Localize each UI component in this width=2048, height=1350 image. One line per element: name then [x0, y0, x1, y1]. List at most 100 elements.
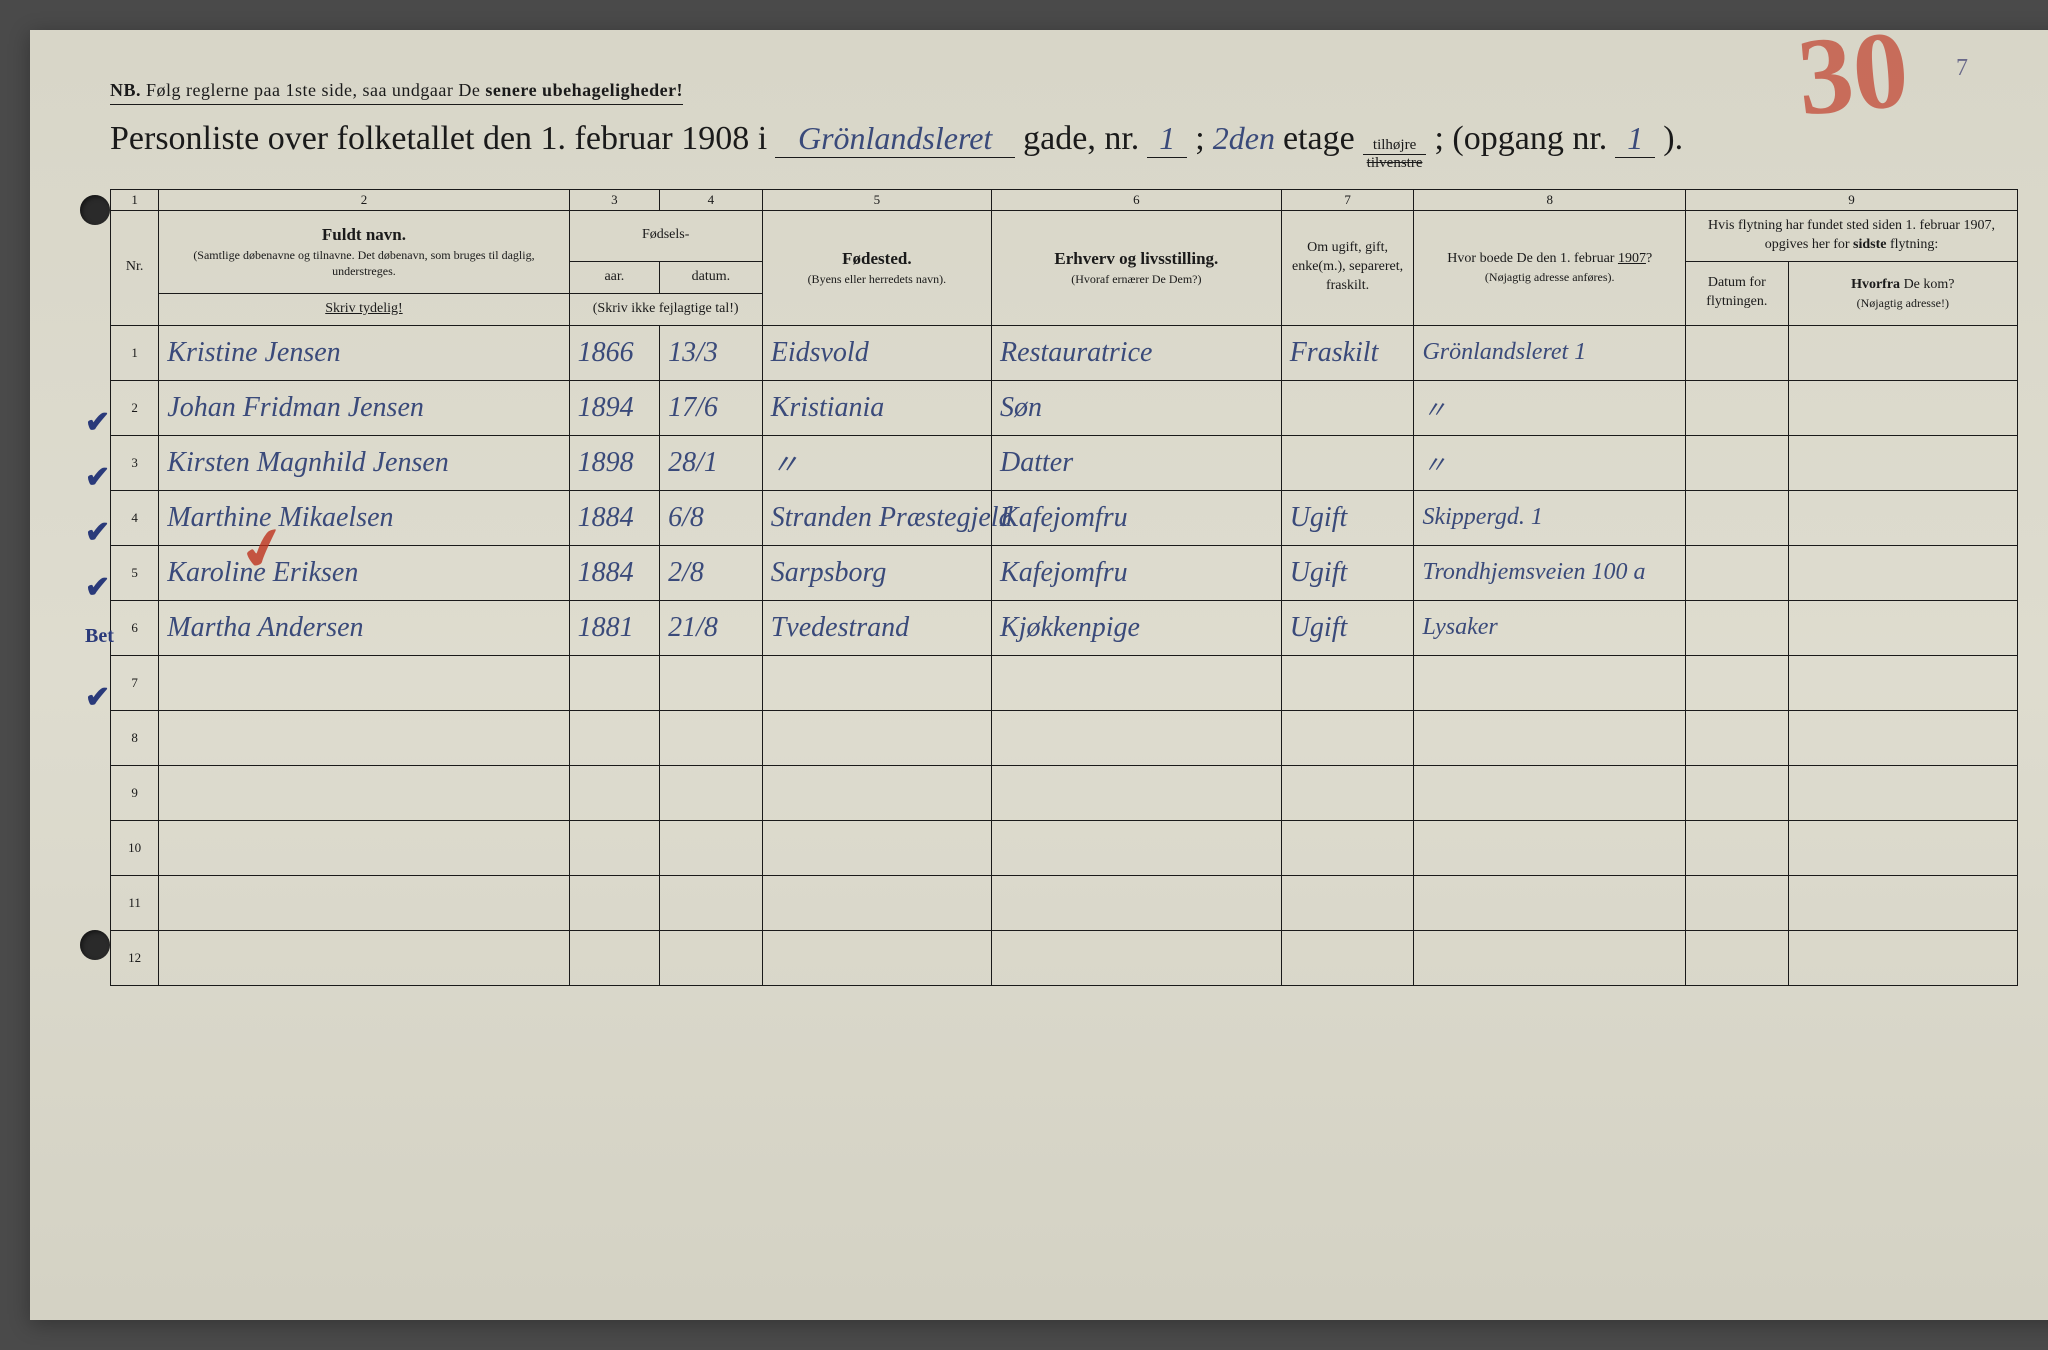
cell-move-from: [1788, 600, 2017, 655]
empty-cell: [159, 875, 569, 930]
empty-cell: [1414, 875, 1686, 930]
empty-cell: [1788, 710, 2017, 765]
empty-cell: [1281, 765, 1414, 820]
cell-move-from: [1788, 435, 2017, 490]
empty-cell: [992, 710, 1282, 765]
hdr-birth-note: (Skriv ikke fejlagtige tal!): [569, 293, 762, 325]
table-row: 1 Kristine Jensen 1866 13/3 Eidsvold Res…: [111, 325, 2018, 380]
cell-move-date: [1686, 435, 1789, 490]
empty-cell: [660, 710, 763, 765]
empty-cell: [1414, 820, 1686, 875]
cell-move-from: [1788, 545, 2017, 600]
empty-cell: [1788, 930, 2017, 985]
empty-cell: [1788, 765, 2017, 820]
cell-date: 21/8: [660, 600, 763, 655]
title-gade: gade, nr.: [1023, 120, 1139, 158]
colnum-3: 3: [569, 190, 660, 211]
row-number: 6: [111, 600, 159, 655]
cell-marital: Ugift: [1281, 490, 1414, 545]
hdr-birthplace-main: Fødested.: [767, 248, 987, 271]
empty-cell: [660, 930, 763, 985]
cell-move-date: [1686, 325, 1789, 380]
cell-name: Karoline Eriksen✔: [159, 545, 569, 600]
empty-cell: [762, 930, 991, 985]
empty-cell: [1686, 655, 1789, 710]
row-number: 3: [111, 435, 159, 490]
hdr-birthplace: Fødested. (Byens eller herredets navn).: [762, 211, 991, 326]
empty-cell: [159, 765, 569, 820]
nb-bold: senere ubehageligheder!: [485, 80, 683, 100]
cell-prev-addr: Trondhjemsveien 100 a: [1414, 545, 1686, 600]
form-title-line: Personliste over folketallet den 1. febr…: [110, 120, 2018, 171]
empty-cell: [1281, 655, 1414, 710]
cell-date: 2/8: [660, 545, 763, 600]
row-number: 10: [111, 820, 159, 875]
hdr-movedate: Datum for flytningen.: [1686, 261, 1789, 325]
nb-text: Følg reglerne paa 1ste side, saa undgaar…: [146, 80, 480, 100]
table-row: 9: [111, 765, 2018, 820]
row-number: 11: [111, 875, 159, 930]
fraction-top: tilhøjre: [1363, 137, 1427, 155]
empty-cell: [1414, 655, 1686, 710]
cell-move-from: [1788, 380, 2017, 435]
punch-hole-top: [80, 195, 110, 225]
row-number: 12: [111, 930, 159, 985]
margin-check-icon: ✔: [85, 680, 110, 715]
cell-date: 17/6: [660, 380, 763, 435]
cell-occupation: Kafejomfru: [992, 545, 1282, 600]
hdr-name: Fuldt navn. (Samtlige døbenavne og tilna…: [159, 211, 569, 294]
cell-occupation: Kjøkkenpige: [992, 600, 1282, 655]
cell-place: Sarpsborg: [762, 545, 991, 600]
cell-name: Marthine Mikaelsen: [159, 490, 569, 545]
empty-cell: [992, 820, 1282, 875]
empty-cell: [1686, 710, 1789, 765]
cell-date: 13/3: [660, 325, 763, 380]
hdr-name-main: Fuldt navn.: [163, 224, 564, 247]
hdr-movefrom-sub: (Nøjagtig adresse!): [1793, 295, 2013, 311]
colnum-1: 1: [111, 190, 159, 211]
cell-marital: Ugift: [1281, 545, 1414, 600]
cell-prev-addr: 〃: [1414, 380, 1686, 435]
cell-year: 1881: [569, 600, 660, 655]
cell-year: 1894: [569, 380, 660, 435]
empty-cell: [1686, 765, 1789, 820]
hdr-marital: Om ugift, gift, enke(m.), separeret, fra…: [1281, 211, 1414, 326]
opgang-nr-hw: 1: [1615, 120, 1655, 158]
house-nr-hw: 1: [1147, 120, 1187, 158]
row-number: 7: [111, 655, 159, 710]
empty-cell: [660, 820, 763, 875]
cell-date: 28/1: [660, 435, 763, 490]
cell-prev-addr: Skippergd. 1: [1414, 490, 1686, 545]
cell-place: Tvedestrand: [762, 600, 991, 655]
empty-cell: [1788, 655, 2017, 710]
empty-cell: [159, 930, 569, 985]
cell-place: 〃: [762, 435, 991, 490]
empty-cell: [1414, 765, 1686, 820]
cell-place: Eidsvold: [762, 325, 991, 380]
empty-cell: [762, 655, 991, 710]
hdr-movefrom-main: Hvorfra De kom?: [1793, 276, 2013, 295]
hdr-date: datum.: [660, 261, 763, 293]
table-row: 6 Martha Andersen 1881 21/8 Tvedestrand …: [111, 600, 2018, 655]
colnum-4: 4: [660, 190, 763, 211]
margin-check-icon: ✔: [85, 570, 110, 605]
hdr-occ-sub: (Hvoraf ernærer De Dem?): [996, 271, 1277, 287]
title-opgang: ; (opgang nr.: [1434, 120, 1607, 158]
cell-prev-addr: 〃: [1414, 435, 1686, 490]
table-row: 2 Johan Fridman Jensen 1894 17/6 Kristia…: [111, 380, 2018, 435]
empty-cell: [992, 765, 1282, 820]
cell-occupation: Kafejomfru: [992, 490, 1282, 545]
margin-check-icon: ✔: [85, 515, 110, 550]
table-row: 5 Karoline Eriksen✔ 1884 2/8 Sarpsborg K…: [111, 545, 2018, 600]
cell-occupation: Søn: [992, 380, 1282, 435]
page-number: 7: [1956, 55, 1968, 82]
empty-cell: [569, 820, 660, 875]
table-row: 3 Kirsten Magnhild Jensen 1898 28/1 〃 Da…: [111, 435, 2018, 490]
cell-year: 1866: [569, 325, 660, 380]
census-table: 1 2 3 4 5 6 7 8 9 Nr. Fuldt navn. (Samtl…: [110, 189, 2018, 986]
empty-cell: [660, 875, 763, 930]
empty-cell: [569, 710, 660, 765]
row-number: 2: [111, 380, 159, 435]
fraction-bottom: tilvenstre: [1363, 155, 1427, 172]
empty-cell: [762, 875, 991, 930]
